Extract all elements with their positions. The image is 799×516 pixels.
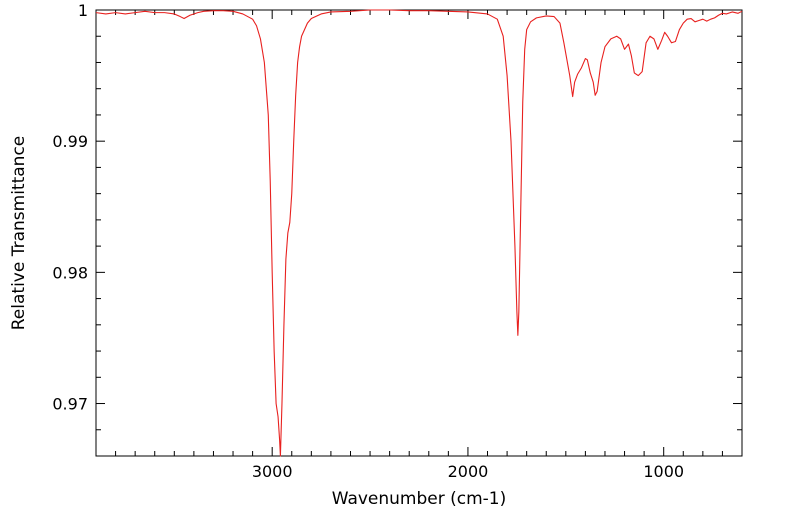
y-tick-label: 0.99 [52, 132, 88, 151]
plot-frame [95, 9, 743, 457]
y-axis-label: Relative Transmittance [9, 136, 29, 331]
x-tick-label: 3000 [252, 462, 293, 481]
x-tick-label: 2000 [448, 462, 489, 481]
series-layer [95, 9, 743, 457]
x-tick-label: 1000 [643, 462, 684, 481]
y-tick-label: 0.97 [52, 395, 88, 414]
axis-ticks [95, 9, 743, 457]
x-axis-label: Wavenumber (cm-1) [332, 489, 507, 509]
y-tick-label: 1 [78, 1, 88, 20]
y-tick-label: 0.98 [52, 263, 88, 282]
x-tick-labels: 3000 2000 1000 [252, 462, 684, 481]
y-tick-labels: 1 0.99 0.98 0.97 [52, 1, 88, 414]
spectrum-line [95, 9, 743, 457]
